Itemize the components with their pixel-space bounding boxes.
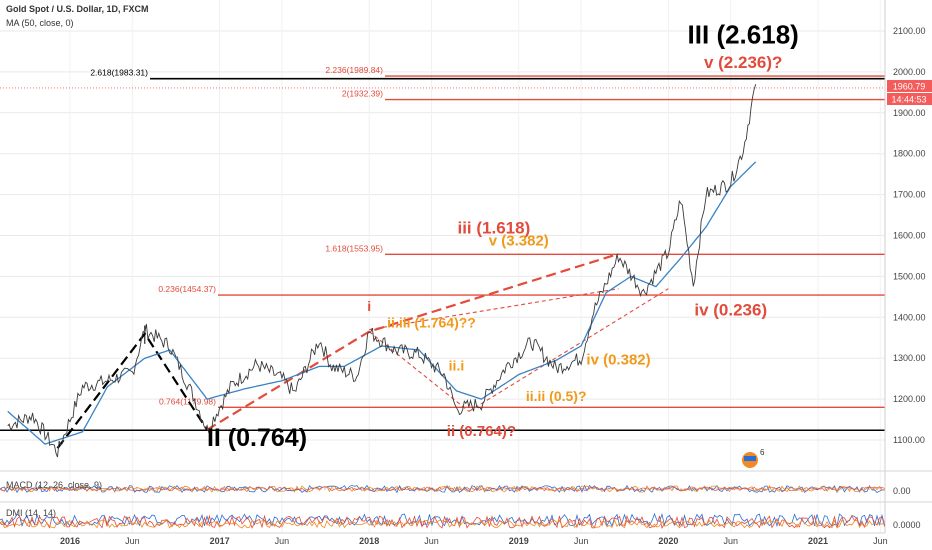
- price-tick: 1600.00: [893, 231, 926, 241]
- last-price-label: 1960.79: [893, 82, 926, 92]
- fib-level-label: 0.236(1454.37): [158, 284, 216, 294]
- time-tick: 2019: [509, 536, 529, 546]
- dmi-pane: [0, 512, 885, 530]
- price-tags: 1960.79 14:44:53: [887, 80, 932, 105]
- macd-zero-tick: 0.00: [893, 486, 911, 496]
- wave-label: ii.iii (1.764)??: [387, 315, 476, 331]
- wave-label: iii (1.618): [457, 218, 530, 237]
- fib-level-label: 2.236(1989.84): [325, 65, 383, 75]
- fib-level-label: 2.618(1983.31): [90, 68, 148, 78]
- macd-signal: [0, 485, 885, 493]
- time-tick: Jun: [424, 536, 439, 546]
- fib-level-label: 0.764(1179.98): [159, 396, 216, 406]
- time-tick: Jun: [125, 536, 140, 546]
- dmi-label: DMI (14, 14): [6, 508, 56, 518]
- symbol-title[interactable]: Gold Spot / U.S. Dollar, 1D, FXCM: [6, 4, 149, 14]
- price-tick: 1300.00: [893, 353, 926, 363]
- price-line: [7, 84, 757, 458]
- fib-level-label: 2(1932.39): [342, 89, 383, 99]
- price-tick: 1900.00: [893, 108, 926, 118]
- time-tick: 2021: [808, 536, 828, 546]
- wave-label: v (2.236)?: [704, 53, 782, 72]
- price-tick: 2100.00: [893, 26, 926, 36]
- event-badge[interactable]: 6: [742, 448, 765, 468]
- wave-label: ii (0.764)?: [447, 423, 516, 440]
- dmi-zero-tick: 0.0000: [893, 520, 921, 530]
- price-tick: 1100.00: [893, 435, 925, 445]
- wave-label: III (2.618): [688, 19, 799, 49]
- wave-label: v (3.382): [489, 233, 549, 250]
- dmi-plus: [0, 512, 885, 528]
- time-tick: Jun: [723, 536, 738, 546]
- time-axis[interactable]: 2016 Jun 2017 Jun 2018 Jun 2019 Jun 2020 Jun 2021 J…: [60, 536, 888, 546]
- time-tick: Jun: [873, 536, 888, 546]
- dmi-minus: [0, 514, 885, 530]
- price-tick: 1700.00: [893, 190, 926, 200]
- price-tick: 1500.00: [893, 271, 926, 281]
- macd-histogram: [0, 486, 885, 492]
- channel-upper: [369, 288, 619, 331]
- price-tick: 1800.00: [893, 149, 926, 159]
- countdown-label: 14:44:53: [891, 95, 926, 105]
- time-tick: 2017: [210, 536, 230, 546]
- event-badge-count: 6: [760, 448, 765, 457]
- wave-lines: [56, 252, 669, 449]
- wave-label: iv (0.236): [694, 300, 767, 319]
- wave-label: ii.i: [449, 357, 465, 373]
- wave-label: ii.ii (0.5)?: [526, 388, 587, 404]
- price-tick: 1400.00: [893, 312, 926, 322]
- dmi-adx: [0, 518, 885, 529]
- price-axis[interactable]: 2100.00 2000.00 1900.00 1800.00 1700.00 1600.…: [893, 26, 926, 445]
- time-tick: 2020: [658, 536, 678, 546]
- fib-level-label: 1.618(1553.95): [325, 243, 383, 253]
- wave-labels: III (2.618) v (2.236)? iii (1.618)v (3.382…: [207, 19, 799, 452]
- fib-levels: 2.618(1983.31) 2.236(1989.84) 2(1932.39) 1.…: [0, 65, 885, 432]
- macd-label: MACD (12, 26, close, 9): [6, 480, 102, 490]
- grid: [0, 0, 885, 533]
- time-tick: 2016: [60, 536, 80, 546]
- wave-label: II (0.764): [207, 424, 307, 452]
- time-tick: Jun: [275, 536, 290, 546]
- wave-label: iv (0.382): [586, 351, 650, 368]
- price-series: [7, 84, 757, 458]
- macd-pane: [0, 484, 885, 494]
- ma-indicator-label[interactable]: MA (50, close, 0): [6, 18, 74, 28]
- wave-label: i: [367, 298, 371, 314]
- time-tick: Jun: [574, 536, 589, 546]
- price-tick: 2000.00: [893, 67, 926, 77]
- price-tick: 1200.00: [893, 394, 926, 404]
- time-tick: 2018: [359, 536, 379, 546]
